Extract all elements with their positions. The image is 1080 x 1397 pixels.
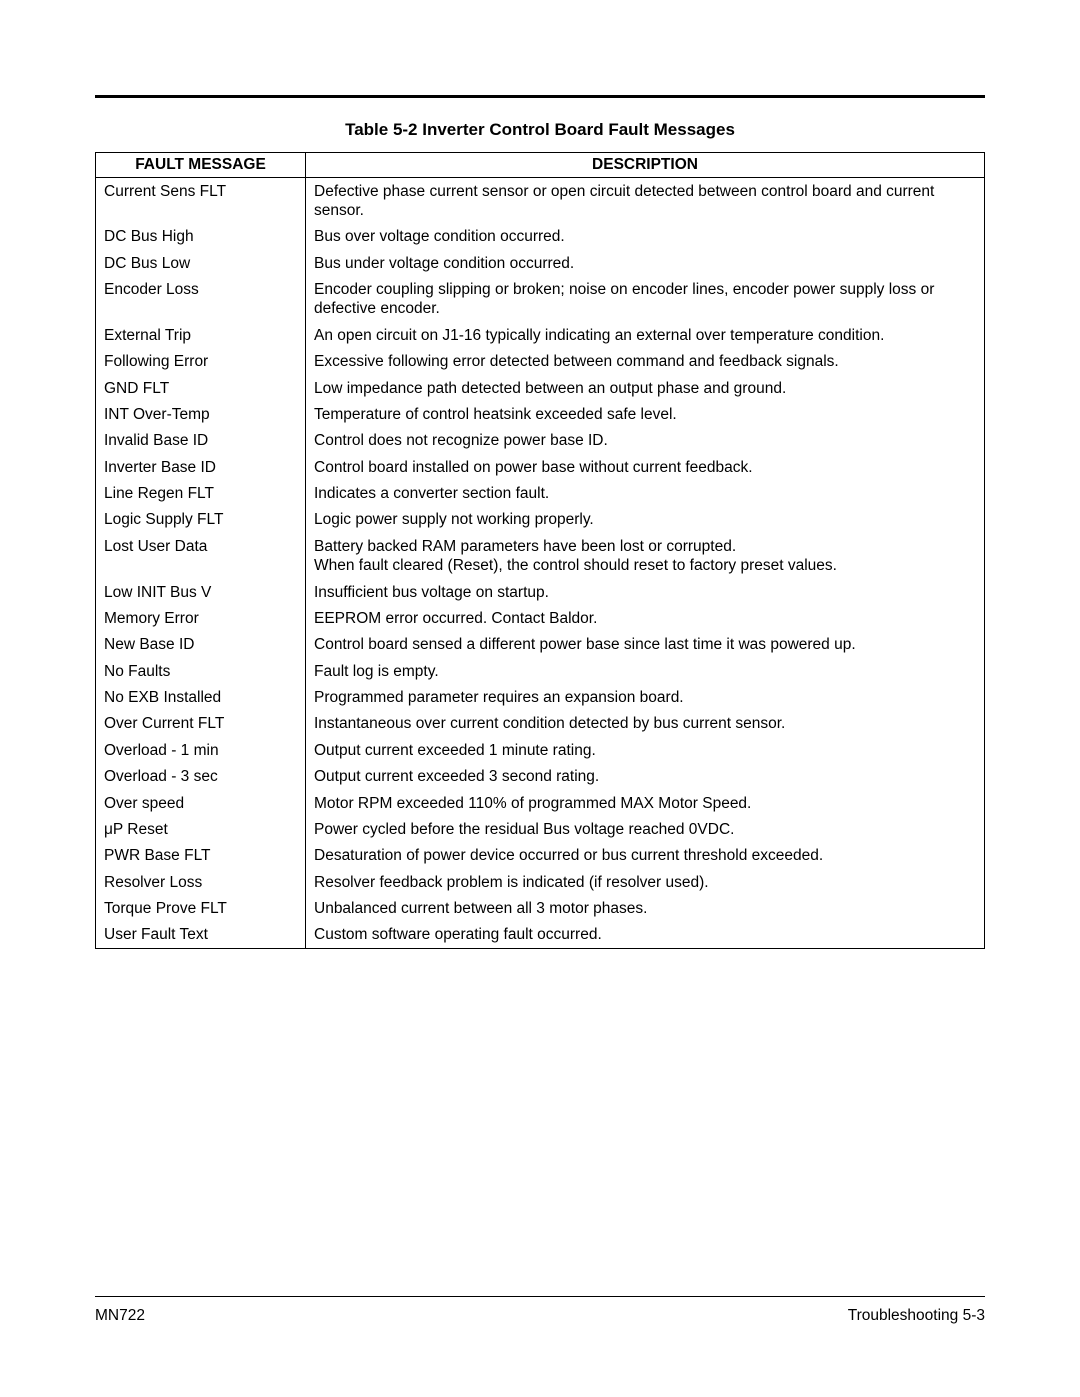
cell-description: Programmed parameter requires an expansi… bbox=[306, 685, 985, 711]
col-header-fault-message: FAULT MESSAGE bbox=[96, 153, 306, 178]
cell-fault-message: PWR Base FLT bbox=[96, 843, 306, 869]
table-row: Overload - 1 minOutput current exceeded … bbox=[96, 737, 985, 763]
table-row: Memory ErrorEEPROM error occurred. Conta… bbox=[96, 605, 985, 631]
table-row: Following ErrorExcessive following error… bbox=[96, 349, 985, 375]
cell-description: Control board sensed a different power b… bbox=[306, 632, 985, 658]
cell-description: Encoder coupling slipping or broken; noi… bbox=[306, 277, 985, 323]
table-row: μP ResetPower cycled before the residual… bbox=[96, 816, 985, 842]
cell-description: Motor RPM exceeded 110% of programmed MA… bbox=[306, 790, 985, 816]
cell-description: Control does not recognize power base ID… bbox=[306, 428, 985, 454]
cell-description: EEPROM error occurred. Contact Baldor. bbox=[306, 605, 985, 631]
cell-fault-message: Torque Prove FLT bbox=[96, 896, 306, 922]
cell-fault-message: No EXB Installed bbox=[96, 685, 306, 711]
cell-fault-message: INT Over-Temp bbox=[96, 401, 306, 427]
cell-description: Defective phase current sensor or open c… bbox=[306, 178, 985, 224]
cell-fault-message: Low INIT Bus V bbox=[96, 579, 306, 605]
cell-description: Power cycled before the residual Bus vol… bbox=[306, 816, 985, 842]
cell-fault-message: Lost User Data bbox=[96, 533, 306, 579]
cell-fault-message: New Base ID bbox=[96, 632, 306, 658]
table-row: Low INIT Bus VInsufficient bus voltage o… bbox=[96, 579, 985, 605]
cell-fault-message: Inverter Base ID bbox=[96, 454, 306, 480]
cell-description: Output current exceeded 3 second rating. bbox=[306, 764, 985, 790]
cell-fault-message: Current Sens FLT bbox=[96, 178, 306, 224]
table-row: Lost User DataBattery backed RAM paramet… bbox=[96, 533, 985, 579]
cell-description: Temperature of control heatsink exceeded… bbox=[306, 401, 985, 427]
table-row: Current Sens FLTDefective phase current … bbox=[96, 178, 985, 224]
cell-description: An open circuit on J1-16 typically indic… bbox=[306, 322, 985, 348]
cell-description: Resolver feedback problem is indicated (… bbox=[306, 869, 985, 895]
footer-left: MN722 bbox=[95, 1307, 145, 1325]
footer-rule bbox=[95, 1296, 985, 1297]
cell-fault-message: Resolver Loss bbox=[96, 869, 306, 895]
table-title: Table 5-2 Inverter Control Board Fault M… bbox=[95, 120, 985, 140]
cell-description: Control board installed on power base wi… bbox=[306, 454, 985, 480]
cell-fault-message: DC Bus Low bbox=[96, 250, 306, 276]
cell-fault-message: Over Current FLT bbox=[96, 711, 306, 737]
cell-fault-message: External Trip bbox=[96, 322, 306, 348]
cell-description: Instantaneous over current condition det… bbox=[306, 711, 985, 737]
table-row: Resolver LossResolver feedback problem i… bbox=[96, 869, 985, 895]
table-row: Torque Prove FLTUnbalanced current betwe… bbox=[96, 896, 985, 922]
table-row: INT Over-TempTemperature of control heat… bbox=[96, 401, 985, 427]
cell-description: Low impedance path detected between an o… bbox=[306, 375, 985, 401]
table-row: Overload - 3 secOutput current exceeded … bbox=[96, 764, 985, 790]
table-row: Over Current FLTInstantaneous over curre… bbox=[96, 711, 985, 737]
table-row: PWR Base FLTDesaturation of power device… bbox=[96, 843, 985, 869]
page-footer: MN722 Troubleshooting 5-3 bbox=[95, 1296, 985, 1325]
cell-fault-message: Encoder Loss bbox=[96, 277, 306, 323]
table-row: User Fault TextCustom software operating… bbox=[96, 922, 985, 949]
cell-fault-message: μP Reset bbox=[96, 816, 306, 842]
cell-fault-message: Logic Supply FLT bbox=[96, 507, 306, 533]
cell-fault-message: Line Regen FLT bbox=[96, 481, 306, 507]
top-rule bbox=[95, 95, 985, 98]
table-row: Inverter Base IDControl board installed … bbox=[96, 454, 985, 480]
table-row: DC Bus LowBus under voltage condition oc… bbox=[96, 250, 985, 276]
table-row: DC Bus HighBus over voltage condition oc… bbox=[96, 224, 985, 250]
cell-description: Indicates a converter section fault. bbox=[306, 481, 985, 507]
cell-description: Insufficient bus voltage on startup. bbox=[306, 579, 985, 605]
cell-description: Bus over voltage condition occurred. bbox=[306, 224, 985, 250]
col-header-description: DESCRIPTION bbox=[306, 153, 985, 178]
table-row: No EXB InstalledProgrammed parameter req… bbox=[96, 685, 985, 711]
cell-fault-message: No Faults bbox=[96, 658, 306, 684]
table-row: Line Regen FLTIndicates a converter sect… bbox=[96, 481, 985, 507]
cell-fault-message: User Fault Text bbox=[96, 922, 306, 949]
cell-fault-message: Overload - 3 sec bbox=[96, 764, 306, 790]
cell-fault-message: Over speed bbox=[96, 790, 306, 816]
footer-right: Troubleshooting 5-3 bbox=[848, 1307, 985, 1325]
table-row: New Base IDControl board sensed a differ… bbox=[96, 632, 985, 658]
page: Table 5-2 Inverter Control Board Fault M… bbox=[0, 0, 1080, 949]
table-row: No FaultsFault log is empty. bbox=[96, 658, 985, 684]
cell-description: Fault log is empty. bbox=[306, 658, 985, 684]
cell-description: Battery backed RAM parameters have been … bbox=[306, 533, 985, 579]
cell-fault-message: Memory Error bbox=[96, 605, 306, 631]
cell-description: Bus under voltage condition occurred. bbox=[306, 250, 985, 276]
table-header-row: FAULT MESSAGE DESCRIPTION bbox=[96, 153, 985, 178]
table-row: Over speedMotor RPM exceeded 110% of pro… bbox=[96, 790, 985, 816]
cell-description: Custom software operating fault occurred… bbox=[306, 922, 985, 949]
cell-fault-message: Invalid Base ID bbox=[96, 428, 306, 454]
cell-fault-message: Following Error bbox=[96, 349, 306, 375]
cell-description: Logic power supply not working properly. bbox=[306, 507, 985, 533]
fault-table: FAULT MESSAGE DESCRIPTION Current Sens F… bbox=[95, 152, 985, 949]
table-row: Encoder LossEncoder coupling slipping or… bbox=[96, 277, 985, 323]
cell-description: Unbalanced current between all 3 motor p… bbox=[306, 896, 985, 922]
table-row: Invalid Base IDControl does not recogniz… bbox=[96, 428, 985, 454]
cell-fault-message: DC Bus High bbox=[96, 224, 306, 250]
cell-description: Output current exceeded 1 minute rating. bbox=[306, 737, 985, 763]
table-row: Logic Supply FLTLogic power supply not w… bbox=[96, 507, 985, 533]
table-row: External TripAn open circuit on J1-16 ty… bbox=[96, 322, 985, 348]
cell-fault-message: Overload - 1 min bbox=[96, 737, 306, 763]
table-row: GND FLTLow impedance path detected betwe… bbox=[96, 375, 985, 401]
cell-fault-message: GND FLT bbox=[96, 375, 306, 401]
cell-description: Desaturation of power device occurred or… bbox=[306, 843, 985, 869]
cell-description: Excessive following error detected betwe… bbox=[306, 349, 985, 375]
